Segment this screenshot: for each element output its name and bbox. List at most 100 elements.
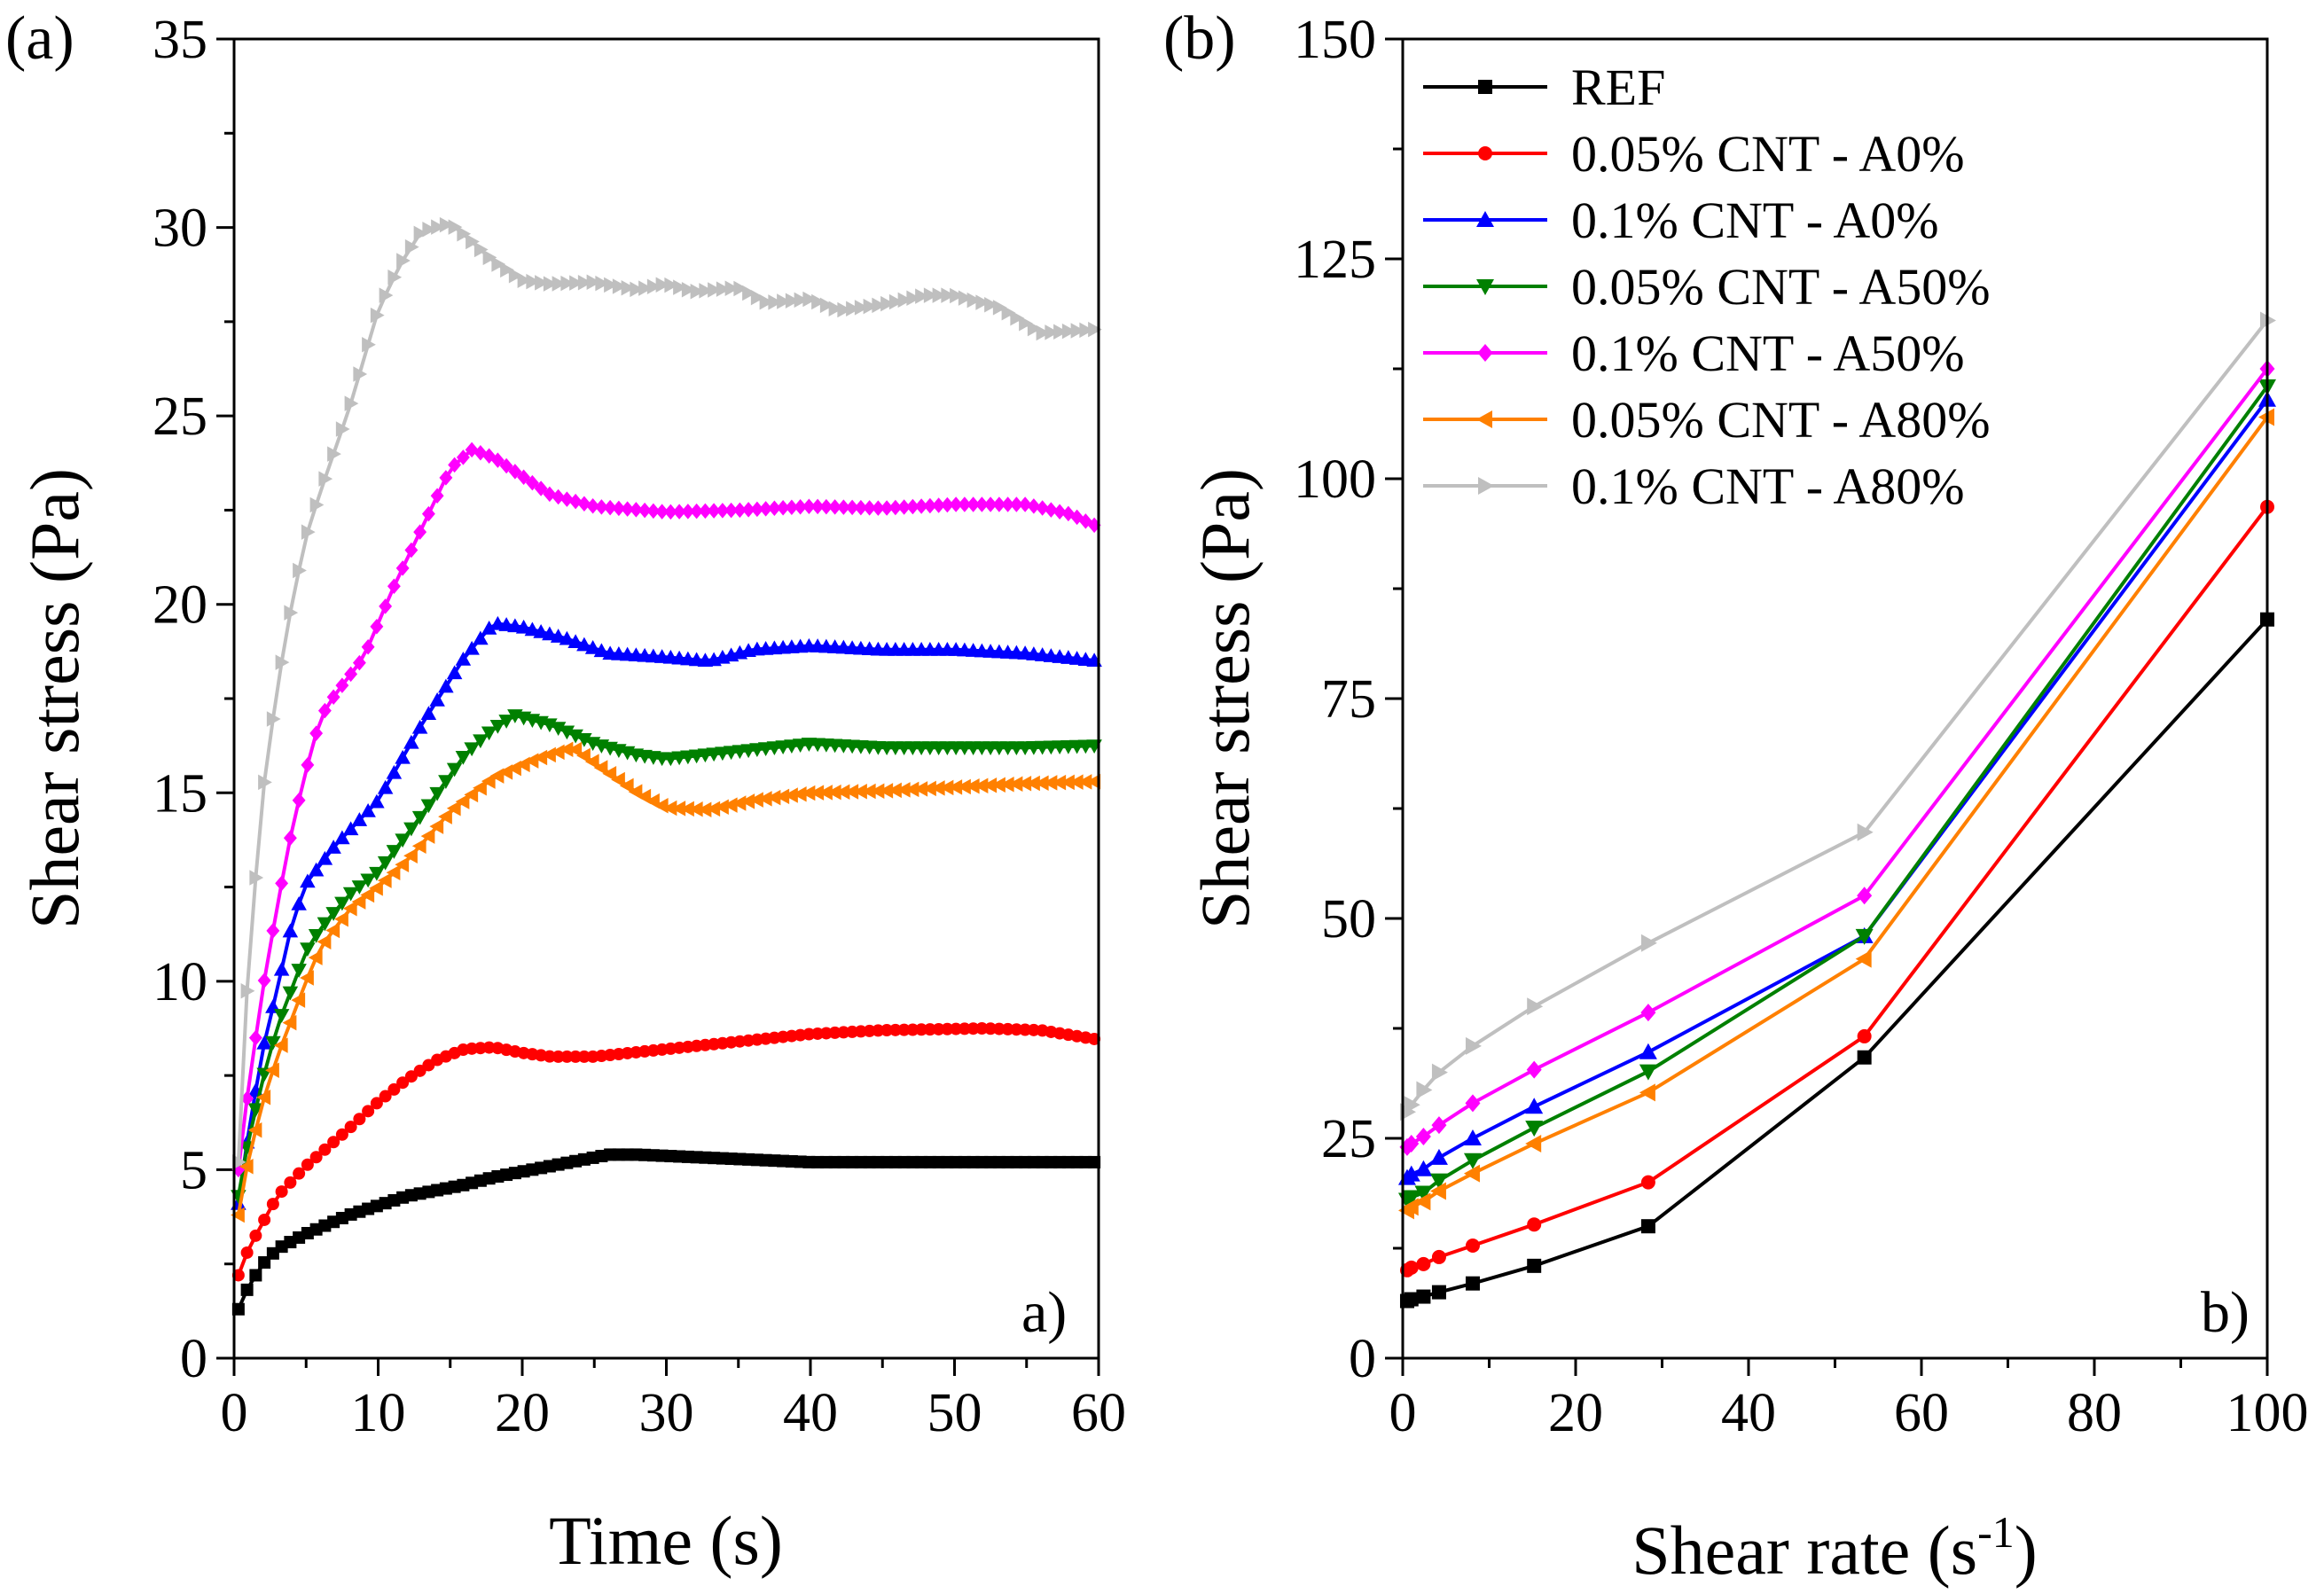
panel-a-line-ref xyxy=(237,1153,1095,1310)
panel-a-point-0-1-cnt-a50 xyxy=(534,481,548,496)
panel-a-point-0-1-cnt-a0 xyxy=(282,923,299,938)
legend-marker xyxy=(1476,410,1492,428)
panel-a-point-0-05-cnt-a80 xyxy=(455,793,470,809)
panel-a-point-0-05-cnt-a80 xyxy=(775,788,790,805)
legend-marker xyxy=(1478,146,1492,160)
panel-a-point-0-05-cnt-a0 xyxy=(318,1143,332,1156)
panel-a-point-0-05-cnt-a50 xyxy=(576,733,592,747)
panel-a-point-0-05-cnt-a50 xyxy=(265,1035,281,1051)
panel-a-point-0-1-cnt-a80 xyxy=(482,249,497,266)
panel-b-point-0-05-cnt-a80 xyxy=(1525,1134,1542,1153)
panel-b-x-axis-title: Shear rate (s-1) xyxy=(1631,1507,2037,1589)
panel-a-point-0-05-cnt-a50 xyxy=(464,742,480,757)
panel-a-point-0-1-cnt-a80 xyxy=(950,287,964,304)
panel-a-point-0-05-cnt-a80 xyxy=(542,746,556,763)
panel-b-x-tick-label: 100 xyxy=(2226,1383,2309,1443)
panel-a-point-0-1-cnt-a80 xyxy=(413,225,428,242)
panel-b-point-0-1-cnt-a50 xyxy=(1404,1134,1420,1153)
panel-a-point-0-05-cnt-a80 xyxy=(723,797,738,813)
panel-a-point-0-05-cnt-a0 xyxy=(923,1023,936,1036)
panel-a-y-axis-title: Shear stress (Pa) xyxy=(16,468,93,929)
panel-a-series-0-05-cnt-a0 xyxy=(231,1022,1101,1282)
panel-a-point-0-05-cnt-a80 xyxy=(991,777,1006,793)
panel-a-point-0-1-cnt-a50 xyxy=(672,504,686,520)
panel-b-point-0-05-cnt-a0 xyxy=(1465,1238,1480,1254)
panel-b-point-ref xyxy=(1416,1289,1431,1304)
panel-a-point-0-05-cnt-a0 xyxy=(258,1213,271,1226)
panel-a-point-0-05-cnt-a0 xyxy=(552,1050,565,1063)
panel-a-point-0-05-cnt-a80 xyxy=(1026,775,1040,792)
panel-a-point-0-1-cnt-a50 xyxy=(974,496,989,512)
panel-a-point-0-1-cnt-a50 xyxy=(629,502,643,518)
panel-a-point-0-05-cnt-a0 xyxy=(880,1024,894,1037)
panel-a-point-0-05-cnt-a50 xyxy=(542,718,558,733)
panel-a-point-0-05-cnt-a80 xyxy=(1060,774,1075,791)
panel-b-point-0-05-cnt-a80 xyxy=(1463,1164,1480,1183)
panel-a-point-0-1-cnt-a50 xyxy=(594,499,608,515)
panel-a-point-0-1-cnt-a50 xyxy=(1009,496,1023,512)
panel-a-point-0-1-cnt-a50 xyxy=(326,689,340,706)
panel-a-point-0-1-cnt-a80 xyxy=(941,287,956,303)
panel-a-point-0-05-cnt-a80 xyxy=(818,785,833,801)
panel-a-point-0-1-cnt-a80 xyxy=(1010,309,1025,326)
panel-a-point-0-05-cnt-a50 xyxy=(481,726,497,741)
panel-a-point-0-1-cnt-a80 xyxy=(318,471,333,487)
panel-b-point-0-05-cnt-a50 xyxy=(1855,928,1874,945)
panel-a-point-0-05-cnt-a50 xyxy=(446,762,463,777)
panel-a-point-0-1-cnt-a80 xyxy=(794,292,809,309)
panel-a-point-0-05-cnt-a0 xyxy=(344,1121,357,1134)
panel-b-x-tick-label: 20 xyxy=(1548,1383,1603,1443)
panel-a-point-0-05-cnt-a80 xyxy=(939,779,954,796)
panel-b-line-0-1-cnt-a0 xyxy=(1405,398,2269,1180)
panel-a-point-0-1-cnt-a80 xyxy=(975,294,990,310)
panel-a-point-0-1-cnt-a80 xyxy=(819,297,834,314)
panel-a-point-0-05-cnt-a80 xyxy=(861,783,876,800)
panel-a-point-0-05-cnt-a80 xyxy=(706,801,721,817)
panel-b-point-0-05-cnt-a0 xyxy=(1527,1217,1542,1232)
panel-b-line-ref xyxy=(1406,618,2269,1303)
panel-a-point-0-05-cnt-a80 xyxy=(732,795,747,811)
legend-label: 0.05% CNT - A0% xyxy=(1571,125,1965,183)
panel-a-point-0-1-cnt-a80 xyxy=(552,276,567,292)
panel-a-point-0-05-cnt-a80 xyxy=(308,949,323,965)
panel-a-point-0-05-cnt-a80 xyxy=(913,781,928,797)
panel-a-point-ref xyxy=(249,1269,262,1282)
panel-a-point-0-1-cnt-a80 xyxy=(491,256,506,272)
panel-a-point-0-05-cnt-a0 xyxy=(335,1128,348,1141)
panel-a-point-0-1-cnt-a50 xyxy=(871,500,885,516)
panel-a-point-0-05-cnt-a50 xyxy=(342,887,359,902)
panel-a-point-0-1-cnt-a80 xyxy=(284,605,299,621)
panel-a-series-0-05-cnt-a50 xyxy=(231,709,1102,1204)
panel-a-point-0-1-cnt-a50 xyxy=(646,503,661,520)
panel-a-point-0-1-cnt-a80 xyxy=(1079,322,1094,339)
panel-b-point-0-1-cnt-a80 xyxy=(1857,823,1874,841)
panel-a-point-0-05-cnt-a0 xyxy=(1019,1023,1032,1036)
panel-a-point-0-1-cnt-a50 xyxy=(741,502,755,518)
panel-a-point-0-1-cnt-a50 xyxy=(499,457,513,474)
panel-a-point-0-1-cnt-a80 xyxy=(708,282,722,298)
panel-a-point-0-1-cnt-a50 xyxy=(966,496,981,512)
panel-a-point-0-1-cnt-a0 xyxy=(308,862,325,877)
panel-a-point-0-1-cnt-a50 xyxy=(473,445,488,461)
panel-a-point-0-05-cnt-a80 xyxy=(386,864,401,880)
panel-a-point-0-1-cnt-a0 xyxy=(473,630,489,645)
panel-a-point-0-1-cnt-a50 xyxy=(638,502,652,519)
panel-b-point-0-1-cnt-a0 xyxy=(1463,1129,1482,1145)
panel-b-x-tick-label: 80 xyxy=(2067,1383,2122,1443)
panel-b-point-0-1-cnt-a0 xyxy=(1414,1160,1433,1176)
panel-a-point-0-1-cnt-a80 xyxy=(266,711,281,727)
panel-b-point-0-1-cnt-a80 xyxy=(1404,1096,1420,1114)
panel-a-point-0-1-cnt-a80 xyxy=(604,277,618,293)
panel-a-point-0-1-cnt-a80 xyxy=(457,226,472,242)
panel-b-point-ref xyxy=(1527,1258,1542,1273)
panel-b-point-0-1-cnt-a50 xyxy=(1415,1128,1431,1146)
panel-b-point-0-1-cnt-a0 xyxy=(1429,1148,1448,1165)
panel-a-x-tick-label: 60 xyxy=(1071,1383,1126,1443)
legend-label: 0.1% CNT - A0% xyxy=(1571,191,1939,249)
panel-a-point-0-1-cnt-a50 xyxy=(794,499,808,515)
panel-b-point-ref xyxy=(1431,1285,1446,1300)
panel-b-y-tick-label: 0 xyxy=(1349,1329,1376,1389)
panel-a-point-0-05-cnt-a0 xyxy=(560,1050,574,1063)
panel-a-point-0-1-cnt-a0 xyxy=(360,802,376,817)
